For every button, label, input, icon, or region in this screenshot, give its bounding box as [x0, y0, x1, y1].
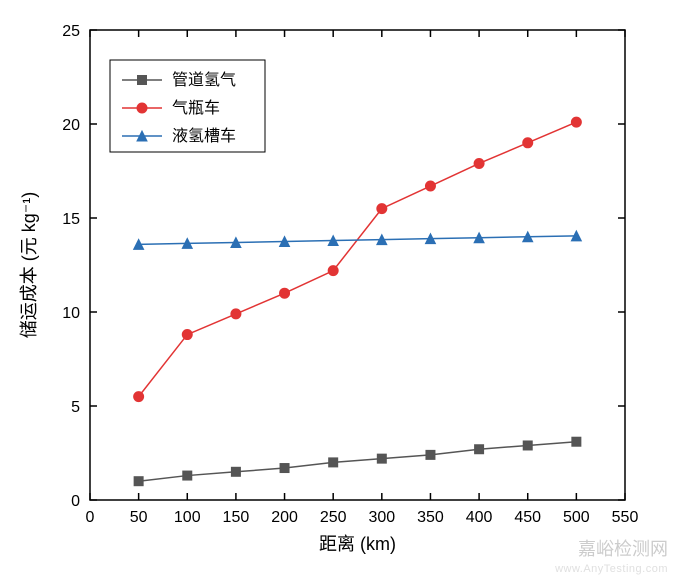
svg-text:550: 550	[612, 509, 639, 526]
svg-text:500: 500	[563, 509, 590, 526]
svg-text:管道氢气: 管道氢气	[172, 71, 236, 89]
svg-text:200: 200	[271, 509, 298, 526]
svg-text:0: 0	[71, 493, 80, 510]
svg-text:350: 350	[417, 509, 444, 526]
svg-text:450: 450	[514, 509, 541, 526]
svg-text:气瓶车: 气瓶车	[172, 99, 220, 117]
svg-text:10: 10	[62, 305, 80, 322]
svg-text:300: 300	[368, 509, 395, 526]
svg-text:距离 (km): 距离 (km)	[319, 534, 396, 554]
svg-text:20: 20	[62, 117, 80, 134]
svg-text:储运成本 (元 kg⁻¹): 储运成本 (元 kg⁻¹)	[19, 192, 39, 339]
chart-svg: 0 50 100 150 200 250 300 350 400 450 500 550 0 5 10 15 2…	[0, 0, 680, 579]
svg-text:400: 400	[466, 509, 493, 526]
watermark-en: www.AnyTesting.com	[555, 563, 668, 575]
svg-text:0: 0	[86, 509, 95, 526]
svg-text:150: 150	[223, 509, 250, 526]
svg-text:25: 25	[62, 23, 80, 40]
svg-text:15: 15	[62, 211, 80, 228]
watermark-cn: 嘉峪检测网	[578, 535, 668, 561]
svg-text:100: 100	[174, 509, 201, 526]
svg-text:50: 50	[130, 509, 148, 526]
svg-text:5: 5	[71, 399, 80, 416]
chart-container: 0 50 100 150 200 250 300 350 400 450 500 550 0 5 10 15 2…	[0, 0, 680, 579]
svg-text:250: 250	[320, 509, 347, 526]
svg-text:液氢槽车: 液氢槽车	[172, 127, 236, 145]
